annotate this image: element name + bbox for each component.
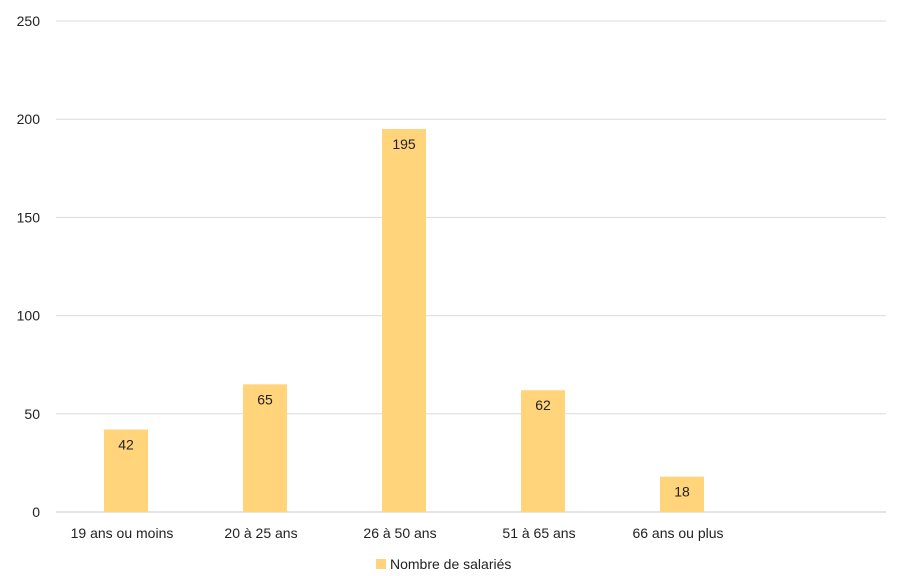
y-tick-label: 200 (17, 111, 41, 127)
y-tick-label: 0 (32, 504, 40, 520)
x-tick-label: 20 à 25 ans (224, 525, 297, 541)
data-label: 65 (257, 391, 273, 407)
y-axis: 0 50 100 150 200 250 (17, 13, 41, 520)
x-axis: 19 ans ou moins 20 à 25 ans 26 à 50 ans 51 … (71, 525, 724, 541)
y-tick-label: 100 (17, 308, 41, 324)
bar (660, 476, 704, 512)
x-tick-label: 19 ans ou moins (71, 525, 174, 541)
bar (243, 384, 287, 512)
x-tick-label: 26 à 50 ans (363, 525, 436, 541)
data-label: 195 (392, 136, 416, 152)
y-tick-label: 250 (17, 13, 41, 29)
y-tick-label: 50 (24, 406, 40, 422)
y-tick-label: 150 (17, 209, 41, 225)
data-label: 18 (674, 484, 690, 500)
gridlines (56, 20, 886, 513)
legend-label: Nombre de salariés (390, 556, 511, 572)
legend-swatch (376, 559, 386, 569)
bar (104, 429, 148, 512)
x-tick-label: 51 à 65 ans (502, 525, 575, 541)
bar (521, 390, 565, 512)
legend: Nombre de salariés (376, 556, 511, 572)
x-tick-label: 66 ans ou plus (632, 525, 723, 541)
bars: 42 65 195 62 18 (104, 129, 704, 512)
data-label: 62 (535, 397, 551, 413)
data-label: 42 (118, 437, 134, 453)
bar (382, 129, 426, 512)
